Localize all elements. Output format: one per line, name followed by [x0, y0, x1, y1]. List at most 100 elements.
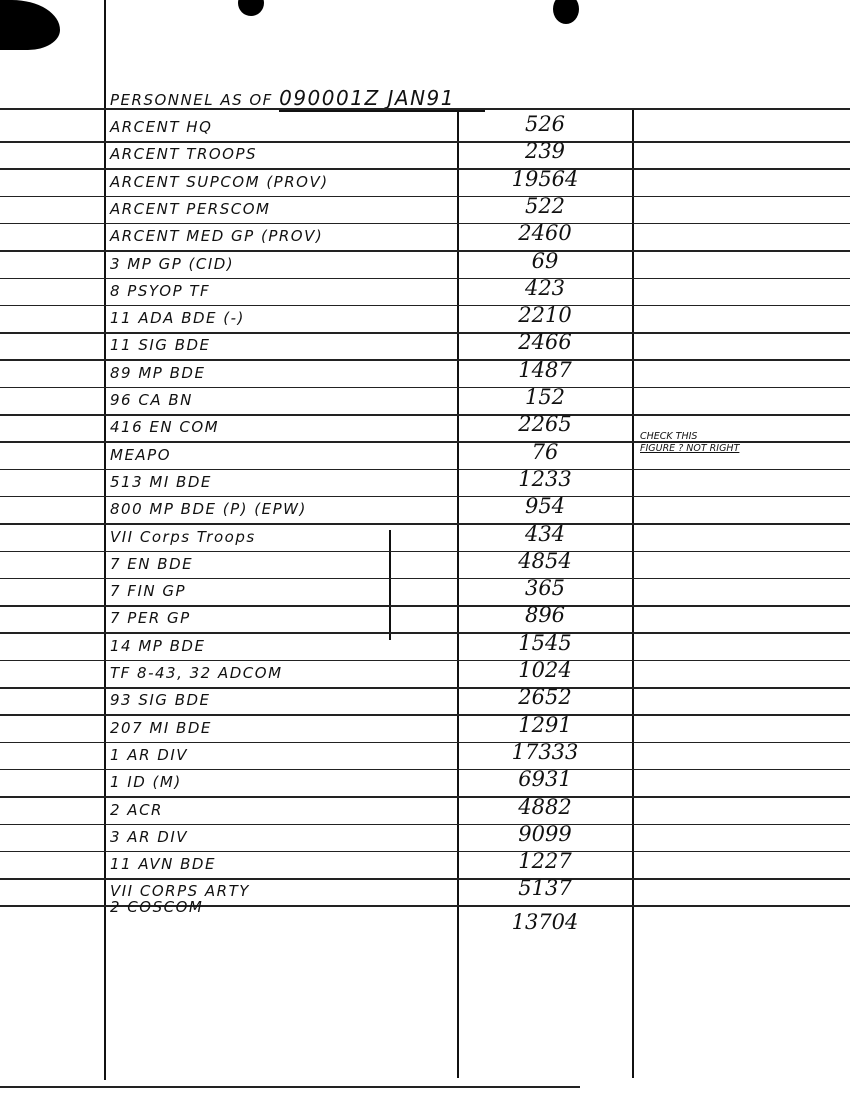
- personnel-count: 2460: [518, 221, 572, 246]
- unit-name: 96 CA BN: [110, 391, 193, 409]
- unit-name: 416 EN COM: [110, 418, 220, 437]
- row-rule: [0, 850, 850, 853]
- personnel-count: 365: [524, 576, 566, 601]
- personnel-count: 954: [524, 494, 566, 519]
- row-rule: [0, 741, 850, 744]
- unit-name: VII Corps Troops: [110, 527, 256, 546]
- personnel-count: 76: [531, 439, 559, 464]
- personnel-count: 19564: [511, 166, 579, 191]
- personnel-count: 6931: [518, 767, 572, 792]
- right-column-line: [632, 108, 634, 1078]
- personnel-count: 4882: [518, 794, 572, 819]
- row-rule: [0, 414, 850, 416]
- personnel-count: 2265: [518, 412, 572, 437]
- row-rule: [0, 577, 850, 580]
- unit-name: 1 ID (M): [110, 773, 182, 792]
- row-rule: [0, 141, 850, 143]
- row-rule: [0, 714, 850, 716]
- personnel-count: 1233: [518, 466, 572, 491]
- row-rule: [0, 605, 850, 607]
- header-prefix: PERSONNEL AS OF: [110, 91, 273, 109]
- personnel-count: 17333: [511, 739, 579, 764]
- row-rule: [0, 222, 850, 225]
- row-rule: [0, 359, 850, 361]
- row-rule: [0, 905, 850, 907]
- row-rule: [0, 277, 850, 279]
- row-rule: [0, 823, 850, 825]
- row-rule: [0, 796, 850, 798]
- row-rule: [0, 250, 850, 252]
- unit-name: 3 AR DIV: [110, 827, 188, 846]
- unit-name: 800 MP BDE (P) (EPW): [110, 500, 307, 519]
- middle-column-line: [457, 108, 459, 1078]
- unit-name: ARCENT TROOPS: [110, 145, 258, 164]
- row-rule: [0, 687, 850, 689]
- header-dtg: 090001Z JAN91: [279, 86, 485, 112]
- personnel-count: 1227: [518, 849, 572, 874]
- unit-name: ARCENT PERSCOM: [110, 199, 271, 218]
- unit-name: TF 8-43, 32 ADCOM: [110, 664, 283, 682]
- header-rule: [0, 108, 850, 110]
- unit-name: 3 MP GP (CID): [110, 254, 235, 273]
- personnel-count: 2652: [518, 685, 572, 710]
- personnel-count: 13704: [511, 909, 579, 934]
- margin-note: CHECK THIS FIGURE ? NOT RIGHT: [640, 431, 739, 455]
- unit-name: 11 AVN BDE: [110, 855, 216, 874]
- personnel-count: 69: [531, 248, 559, 273]
- unit-name: 7 PER GP: [110, 609, 191, 628]
- row-rule: [0, 523, 850, 525]
- row-rule: [0, 304, 850, 307]
- personnel-count: 896: [524, 603, 566, 628]
- left-margin-line: [104, 0, 106, 1080]
- row-rule: [0, 495, 850, 498]
- unit-name: 2 ACR: [110, 800, 163, 819]
- box-column-line: [389, 530, 391, 640]
- unit-name: 207 MI BDE: [110, 718, 212, 737]
- row-rule: [0, 659, 850, 662]
- unit-name: ARCENT HQ: [110, 118, 213, 136]
- personnel-count: 1545: [518, 630, 572, 655]
- row-rule: [0, 768, 850, 771]
- note-line-1: CHECK THIS: [640, 431, 698, 442]
- row-rule: [0, 632, 850, 634]
- unit-name: 89 MP BDE: [110, 363, 206, 382]
- personnel-count: 4854: [518, 548, 572, 573]
- row-rule: [0, 550, 850, 552]
- personnel-count: 526: [524, 112, 566, 136]
- unit-name: VII CORPS ARTY: [110, 882, 250, 901]
- personnel-count: 1487: [518, 357, 572, 382]
- punch-hole: [238, 0, 264, 16]
- personnel-count: 2466: [518, 330, 572, 355]
- unit-name: 11 SIG BDE: [110, 336, 211, 355]
- personnel-count: 522: [524, 193, 566, 218]
- scan-blot: [0, 0, 60, 50]
- unit-name: 11 ADA BDE (-): [110, 309, 245, 328]
- personnel-count: 1291: [518, 712, 572, 737]
- unit-name: 7 EN BDE: [110, 554, 194, 573]
- row-rule: [0, 195, 850, 198]
- personnel-count: 1024: [518, 658, 572, 682]
- row-rule: [0, 332, 850, 334]
- unit-name: 93 SIG BDE: [110, 691, 211, 710]
- punch-hole: [553, 0, 579, 24]
- unit-name: 8 PSYOP TF: [110, 281, 211, 300]
- unit-name: 2 COSCOM: [110, 897, 204, 916]
- personnel-count: 9099: [518, 821, 572, 846]
- unit-name: 513 MI BDE: [110, 472, 212, 491]
- personnel-count: 152: [524, 385, 566, 409]
- row-rule: [0, 386, 850, 389]
- unit-name: ARCENT SUPCOM (PROV): [110, 172, 329, 191]
- personnel-count: 434: [524, 521, 566, 546]
- unit-name: MEAPO: [110, 445, 172, 464]
- note-line-2: FIGURE ? NOT RIGHT: [640, 443, 740, 454]
- unit-name: 7 FIN GP: [110, 582, 187, 601]
- personnel-count: 5137: [518, 876, 572, 901]
- unit-name: 1 AR DIV: [110, 745, 188, 764]
- personnel-count: 423: [524, 275, 566, 300]
- row-rule: [0, 441, 850, 443]
- unit-name: ARCENT MED GP (PROV): [110, 227, 324, 246]
- row-rule: [0, 878, 850, 880]
- unit-name: 14 MP BDE: [110, 636, 206, 655]
- row-rule: [0, 168, 850, 170]
